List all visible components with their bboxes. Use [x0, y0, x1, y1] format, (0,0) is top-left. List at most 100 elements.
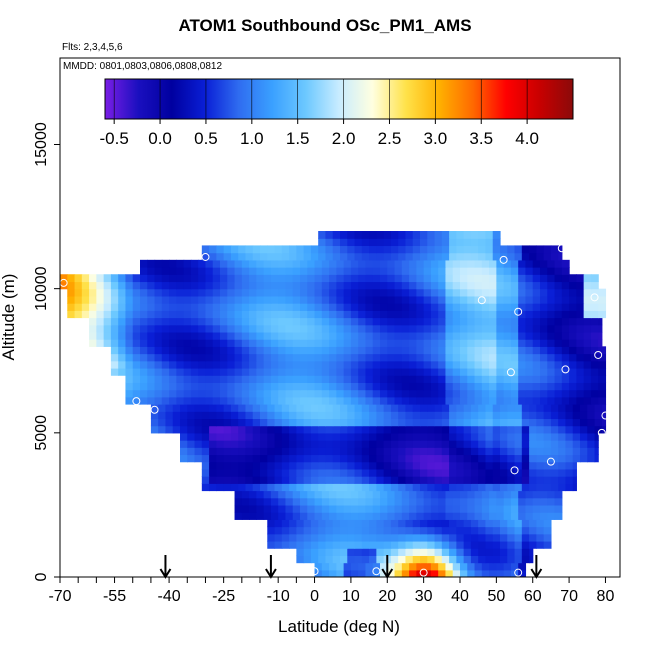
heatmap-cell — [489, 331, 497, 340]
heatmap-cell — [405, 404, 414, 412]
heatmap-cell — [372, 259, 381, 268]
heatmap-cell — [474, 360, 483, 369]
heatmap-cell — [510, 259, 519, 268]
heatmap-cell — [314, 310, 323, 319]
heatmap-cell — [270, 504, 279, 513]
heatmap-cell — [380, 281, 388, 290]
heatmap-cell — [256, 259, 265, 268]
heatmap-cell — [430, 512, 439, 520]
heatmap-cell — [590, 295, 599, 304]
heatmap-cell — [420, 540, 428, 549]
heatmap-cell — [470, 447, 479, 456]
heatmap-cell — [358, 331, 367, 340]
heatmap-cell — [132, 396, 141, 405]
heatmap-cell — [198, 339, 207, 347]
heatmap-cell — [474, 331, 483, 340]
heatmap-cell — [394, 310, 403, 319]
heatmap-cell — [140, 310, 148, 319]
heatmap-cell — [383, 432, 392, 441]
heatmap-cell — [198, 324, 207, 333]
heatmap-cell — [267, 461, 276, 470]
heatmap-cell — [536, 526, 545, 535]
heatmap-cell — [456, 533, 465, 542]
heatmap-cell — [314, 382, 323, 391]
x-tick-label: 40 — [451, 588, 469, 605]
heatmap-cell — [350, 504, 359, 513]
heatmap-cell — [401, 310, 410, 319]
heatmap-cell — [376, 526, 385, 535]
heatmap-cell — [329, 504, 337, 513]
heatmap-cell — [383, 252, 392, 261]
heatmap-cell — [445, 562, 454, 571]
heatmap-cell — [452, 360, 461, 369]
heatmap-cell — [390, 548, 399, 556]
heatmap-cell — [336, 310, 345, 319]
heatmap-cell — [409, 562, 417, 571]
heatmap-cell — [489, 504, 497, 513]
heatmap-cell — [285, 490, 294, 499]
heatmap-cell — [343, 274, 352, 283]
heatmap-cell — [547, 274, 556, 283]
heatmap-cell — [118, 317, 127, 326]
heatmap-cell — [456, 425, 465, 434]
heatmap-cell — [169, 267, 177, 275]
heatmap-cell — [169, 295, 177, 304]
heatmap-cell — [492, 425, 501, 434]
heatmap-cell — [332, 468, 341, 477]
heatmap-cell — [463, 440, 472, 448]
heatmap-cell — [420, 418, 428, 427]
heatmap-cell — [314, 331, 323, 340]
heatmap-cell — [481, 569, 490, 577]
heatmap-cell — [416, 281, 425, 290]
heatmap-cell — [416, 497, 425, 506]
heatmap-cell — [430, 375, 439, 383]
heatmap-cell — [525, 375, 534, 383]
heatmap-cell — [241, 317, 250, 326]
heatmap-cell — [500, 454, 508, 463]
heatmap-cell — [358, 353, 367, 362]
heatmap-cell — [434, 476, 443, 484]
heatmap-cell — [554, 353, 563, 362]
heatmap-cell — [147, 259, 156, 268]
heatmap-cell — [405, 440, 414, 448]
heatmap-cell — [590, 339, 599, 347]
heatmap-cell — [256, 353, 265, 362]
heatmap-cell — [307, 259, 316, 268]
heatmap-cell — [387, 504, 396, 513]
heatmap-cell — [510, 281, 519, 290]
heatmap-cell — [456, 245, 465, 254]
heatmap-cell — [492, 476, 501, 484]
heatmap-cell — [340, 231, 348, 239]
heatmap-cell — [300, 295, 308, 304]
heatmap-cell — [267, 483, 276, 492]
heatmap-cell — [74, 281, 83, 290]
heatmap-cell — [256, 303, 265, 311]
heatmap-cell — [387, 396, 396, 405]
heatmap-cell — [456, 447, 465, 456]
heatmap-cell — [500, 483, 508, 492]
x-tick-label: -55 — [103, 588, 126, 605]
heatmap-cell — [227, 353, 236, 362]
heatmap-cell — [252, 461, 261, 470]
heatmap-cell — [74, 303, 83, 311]
heatmap-cell — [496, 303, 505, 311]
heatmap-cell — [340, 252, 348, 261]
heatmap-cell — [325, 245, 334, 254]
heatmap-cell — [481, 303, 490, 311]
heatmap-cell — [405, 447, 414, 456]
heatmap-cell — [423, 497, 432, 506]
heatmap-cell — [467, 389, 476, 398]
heatmap-cell — [394, 512, 403, 520]
heatmap-cell — [372, 267, 381, 275]
heatmap-cell — [467, 281, 476, 290]
heatmap-cell — [583, 396, 592, 405]
heatmap-cell — [420, 468, 428, 477]
heatmap-cell — [518, 324, 527, 333]
heatmap-cell — [467, 504, 476, 513]
heatmap-cell — [412, 555, 421, 564]
heatmap-cell — [194, 432, 203, 441]
heatmap-cell — [223, 411, 232, 420]
heatmap-cell — [376, 468, 385, 477]
heatmap-cell — [350, 331, 359, 340]
heatmap-cell — [212, 396, 221, 405]
